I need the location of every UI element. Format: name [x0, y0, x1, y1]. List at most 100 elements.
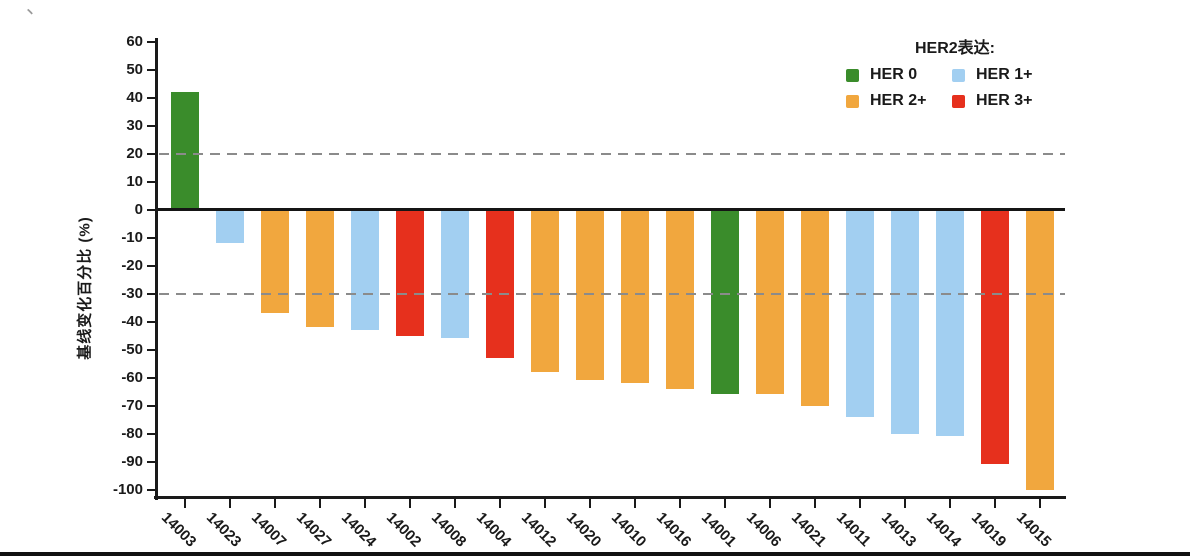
legend-item-her0: HER 0: [846, 66, 952, 84]
legend-label: HER 3+: [976, 92, 1033, 109]
bar-14013: [891, 209, 919, 434]
her2-swatch-icon: [846, 94, 859, 108]
bar-14006: [756, 209, 784, 395]
bar-14008: [441, 209, 469, 339]
x-axis-label: 14020: [562, 509, 605, 551]
y-tick: [147, 320, 156, 323]
y-tick: [147, 68, 156, 71]
x-axis-label: 14007: [247, 509, 290, 551]
x-tick: [589, 499, 591, 508]
bar-14015: [1026, 209, 1054, 490]
bar-14016: [666, 209, 694, 389]
y-tick: [147, 264, 156, 267]
y-tick: [147, 180, 156, 183]
x-tick: [769, 499, 771, 508]
legend-item-her2: HER 2+: [846, 92, 952, 110]
x-tick: [859, 499, 861, 508]
y-tick-label: 50: [126, 60, 143, 78]
x-tick: [724, 499, 726, 508]
x-axis-label: 14002: [382, 509, 425, 551]
y-tick: [147, 124, 156, 127]
x-axis-label: 14010: [607, 509, 650, 551]
y-tick: [147, 236, 156, 239]
bar-14002: [396, 209, 424, 336]
x-tick: [409, 499, 411, 508]
reference-line--30: [159, 292, 1065, 295]
x-tick: [814, 499, 816, 508]
bar-14027: [306, 209, 334, 328]
y-tick: [147, 348, 156, 351]
x-axis-label: 14003: [157, 509, 200, 551]
legend-label: HER 2+: [870, 92, 927, 109]
x-axis-label: 14014: [922, 509, 965, 551]
bar-14010: [621, 209, 649, 384]
x-axis-label: 14006: [742, 509, 785, 551]
x-axis-label: 14021: [787, 509, 830, 551]
y-tick: [147, 96, 156, 99]
y-tick: [147, 460, 156, 463]
x-axis-label: 14001: [697, 509, 740, 551]
y-tick: [147, 152, 156, 155]
x-tick: [319, 499, 321, 508]
bar-14019: [981, 209, 1009, 465]
y-axis-title: 基线变化百分比 (%): [76, 216, 94, 360]
x-axis-label: 14004: [472, 509, 515, 551]
legend-item-her3: HER 3+: [952, 92, 1064, 110]
y-tick-label: -100: [112, 480, 143, 498]
y-tick-label: -70: [121, 396, 143, 414]
zero-baseline: [157, 208, 1065, 211]
legend-label: HER 1+: [976, 66, 1033, 83]
y-tick-label: -10: [121, 228, 143, 246]
bar-14011: [846, 209, 874, 417]
x-axis-label: 14016: [652, 509, 695, 551]
y-axis-line: [155, 38, 158, 500]
x-axis-label: 14027: [292, 509, 335, 551]
y-tick: [147, 40, 156, 43]
y-tick-label: 0: [134, 200, 143, 218]
bar-14020: [576, 209, 604, 381]
bar-14007: [261, 209, 289, 314]
x-tick: [499, 499, 501, 508]
x-tick: [634, 499, 636, 508]
bar-14001: [711, 209, 739, 395]
x-axis-label: 14011: [832, 509, 874, 550]
x-tick: [1039, 499, 1041, 508]
bottom-border-line: [0, 552, 1190, 556]
x-axis-line: [154, 496, 1066, 499]
y-tick-label: -60: [121, 368, 143, 386]
x-axis-label: 14019: [967, 509, 1010, 551]
legend-grid: HER 0 HER 1+ HER 2+ HER 3+: [846, 66, 1064, 110]
x-tick: [274, 499, 276, 508]
y-tick-label: -80: [121, 424, 143, 442]
y-tick: [147, 292, 156, 295]
x-axis-label: 14012: [517, 509, 560, 551]
bar-14023: [216, 209, 244, 244]
x-tick: [679, 499, 681, 508]
x-axis-label: 14013: [877, 509, 920, 551]
bar-14024: [351, 209, 379, 330]
x-axis-label: 14024: [337, 509, 380, 551]
bar-14012: [531, 209, 559, 372]
legend: HER2表达: HER 0 HER 1+ HER 2+ HER 3+: [846, 34, 1064, 110]
her0-swatch-icon: [846, 68, 859, 82]
x-axis-label: 14015: [1012, 509, 1055, 551]
x-tick: [454, 499, 456, 508]
x-tick: [364, 499, 366, 508]
y-tick-label: -50: [121, 340, 143, 358]
bar-14014: [936, 209, 964, 437]
x-axis-label: 14008: [427, 509, 470, 551]
x-tick: [994, 499, 996, 508]
y-tick: [147, 432, 156, 435]
y-tick-label: 10: [126, 172, 143, 190]
bar-14003: [171, 91, 199, 210]
bar-14021: [801, 209, 829, 406]
her1-swatch-icon: [952, 68, 965, 82]
y-tick: [147, 404, 156, 407]
y-tick-label: 40: [126, 88, 143, 106]
bar-14004: [486, 209, 514, 358]
legend-label: HER 0: [870, 66, 918, 83]
y-tick: [147, 208, 156, 211]
x-tick: [904, 499, 906, 508]
y-tick-label: 30: [126, 116, 143, 134]
